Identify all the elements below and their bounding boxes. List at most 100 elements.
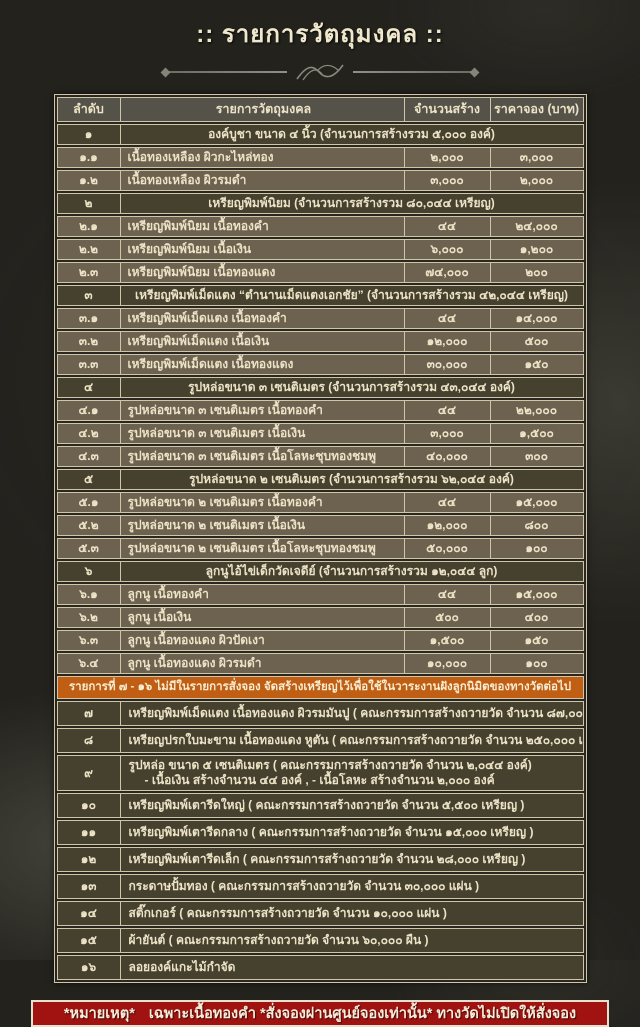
table-row-item: ๔.๒ รูปหล่อขนาด ๓ เซนติเมตร เนื้อเงิน ๓,๐๐…: [56, 423, 584, 444]
info-line-1: เหรียญปรกใบมะขาม เนื้อทองแดง หูตัน ( คณะ…: [128, 733, 583, 747]
item-number-cell: ๕.๒: [78, 518, 99, 532]
item-number-cell: ๔.๓: [78, 449, 99, 463]
item-label-cell: รูปหล่อขนาด ๓ เซนติเมตร เนื้อเงิน: [119, 424, 404, 443]
table-row-info: ๑๒ เหรียญพิมพ์เตารีดเล็ก ( คณะกรรมการสร้า…: [56, 847, 584, 872]
page-title: :: รายการวัตถุมงคล ::: [196, 21, 444, 48]
header-no: ลำดับ: [73, 101, 104, 116]
table-row-item: ๔.๑ รูปหล่อขนาด ๓ เซนติเมตร เนื้อทองคำ ๔๔๒…: [56, 400, 584, 421]
info-line-1: ลอยองค์แกะไม้กำจัด: [128, 960, 236, 974]
item-label-cell: รูปหล่อขนาด ๒ เซนติเมตร เนื้อเงิน: [119, 516, 404, 535]
table-row-group: ๕ รูปหล่อขนาด ๒ เซนติเมตร (จำนวนการสร้างร…: [56, 469, 584, 490]
table-row-info: ๑๐ เหรียญพิมพ์เตารีดใหญ่ ( คณะกรรมการสร้า…: [56, 793, 584, 818]
divider-diamond-right-icon: [469, 67, 480, 77]
item-label-cell: ลูกนู เนื้อทองคำ: [119, 585, 404, 604]
item-number-cell: ๕.๓: [78, 541, 99, 555]
group-label-cell: เหรียญพิมพ์เม็ดแตง “ตำนานเม็ดแตงเอกชัย” …: [119, 286, 583, 305]
quantity-cell: ๔๐,๐๐๐: [403, 447, 490, 466]
info-number-cell: ๙: [84, 765, 93, 780]
table-row-group: ๓ เหรียญพิมพ์เม็ดแตง “ตำนานเม็ดแตงเอกชัย”…: [56, 285, 584, 306]
price-cell: ๑,๒๐๐: [489, 240, 583, 259]
info-number-cell: ๑๓: [80, 879, 97, 893]
table-row-group: ๒ เหรียญพิมพ์นิยม (จำนวนการสร้างรวม ๘๐,๐๔…: [56, 193, 584, 214]
table-row-item: ๒.๒ เหรียญพิมพ์นิยม เนื้อเงิน ๖,๐๐๐ ๑,๒๐๐: [56, 239, 584, 260]
item-label-cell: ลูกนู เนื้อทองแดง ผิวรมดำ: [119, 654, 404, 673]
info-label-cell: เหรียญพิมพ์เตารีดกลาง ( คณะกรรมการสร้างถ…: [119, 821, 583, 844]
quantity-cell: ๓,๐๐๐: [403, 424, 490, 443]
table-row-info: ๙ รูปหล่อ ขนาด ๕ เซนติเมตร ( คณะกรรมการสร…: [56, 755, 584, 791]
quantity-cell: ๑,๕๐๐: [403, 631, 490, 650]
quantity-cell: ๓๐,๐๐๐: [403, 355, 490, 374]
title-divider: [0, 62, 640, 82]
info-label-cell: เหรียญพิมพ์เตารีดเล็ก ( คณะกรรมการสร้างถ…: [119, 848, 583, 871]
group-label-cell: เหรียญพิมพ์นิยม (จำนวนการสร้างรวม ๘๐,๐๔๔…: [119, 194, 583, 213]
table-row-group: ๖ ลูกนูไอ้ไข่เด็กวัดเจดีย์ (จำนวนการสร้าง…: [56, 561, 584, 582]
item-number-cell: ๓.๑: [78, 311, 99, 325]
price-cell: ๑๐๐: [489, 539, 583, 558]
info-label-cell: สติ๊กเกอร์ ( คณะกรรมการสร้างถวายวัด จำนว…: [119, 902, 583, 925]
info-label-cell: รูปหล่อ ขนาด ๕ เซนติเมตร ( คณะกรรมการสร้…: [119, 756, 583, 790]
header-qty: จำนวนสร้าง: [403, 98, 490, 121]
info-label-cell: เหรียญพิมพ์เม็ดแตง เนื้อทองแดง ผิวรมมันป…: [119, 702, 583, 725]
table-row-info: ๑๓ กระดาษปั้มทอง ( คณะกรรมการสร้างถวายวัด…: [56, 874, 584, 899]
divider-line-right: [353, 71, 471, 73]
quantity-cell: ๕๐,๐๐๐: [403, 539, 490, 558]
info-number-cell: ๑๕: [80, 933, 97, 947]
item-label-cell: เหรียญพิมพ์นิยม เนื้อทองคำ: [119, 217, 404, 236]
table-row-item: ๔.๓ รูปหล่อขนาด ๓ เซนติเมตร เนื้อโลหะชุบท…: [56, 446, 584, 467]
info-number-cell: ๑๒: [80, 852, 97, 866]
info-number-cell: ๗: [83, 706, 94, 720]
table-row-item: ๕.๓ รูปหล่อขนาด ๒ เซนติเมตร เนื้อโลหะชุบท…: [56, 538, 584, 559]
info-number-cell: ๑๖: [80, 960, 97, 974]
table-row-item: ๕.๑ รูปหล่อขนาด ๒ เซนติเมตร เนื้อทองคำ ๔๔๑…: [56, 492, 584, 513]
info-line-1: รูปหล่อ ขนาด ๕ เซนติเมตร ( คณะกรรมการสร้…: [128, 758, 532, 772]
price-cell: ๑,๕๐๐: [489, 424, 583, 443]
item-label-cell: รูปหล่อขนาด ๓ เซนติเมตร เนื้อทองคำ: [119, 401, 404, 420]
price-cell: ๘๐๐: [489, 516, 583, 535]
quantity-cell: ๑๒,๐๐๐: [403, 516, 490, 535]
price-cell: ๑๕,๐๐๐: [489, 493, 583, 512]
info-line-1: เหรียญพิมพ์เตารีดเล็ก ( คณะกรรมการสร้างถ…: [128, 852, 526, 866]
item-number-cell: ๖.๒: [79, 610, 98, 624]
divider-line-left: [169, 71, 287, 73]
quantity-cell: ๑๐,๐๐๐: [403, 654, 490, 673]
group-number-cell: ๕: [83, 472, 94, 486]
group-number-cell: ๒: [84, 196, 93, 210]
note-band-cell: รายการที่ ๗ - ๑๖ ไม่มีในรายการสั่งจอง จั…: [68, 681, 572, 694]
table-row-info: ๑๑ เหรียญพิมพ์เตารีดกลาง ( คณะกรรมการสร้า…: [56, 820, 584, 845]
table-row-item: ๒.๑ เหรียญพิมพ์นิยม เนื้อทองคำ ๔๔ ๒๔,๐๐๐: [56, 216, 584, 237]
item-number-cell: ๖.๓: [78, 633, 99, 647]
item-number-cell: ๔.๑: [78, 403, 99, 417]
price-cell: ๑๔,๐๐๐: [489, 309, 583, 328]
item-label-cell: รูปหล่อขนาด ๒ เซนติเมตร เนื้อโลหะชุบทองช…: [119, 539, 404, 558]
item-number-cell: ๒.๑: [79, 219, 98, 233]
item-label-cell: เหรียญพิมพ์เม็ดแตง เนื้อเงิน: [119, 332, 404, 351]
table-row-item: ๓.๒ เหรียญพิมพ์เม็ดแตง เนื้อเงิน ๑๒,๐๐๐ ๕๐๐: [56, 331, 584, 352]
table-row-band: รายการที่ ๗ - ๑๖ ไม่มีในรายการสั่งจอง จั…: [56, 676, 584, 699]
table-row-item: ๓.๑ เหรียญพิมพ์เม็ดแตง เนื้อทองคำ ๔๔ ๑๔,๐๐๐: [56, 308, 584, 329]
item-label-cell: ลูกนู เนื้อเงิน: [119, 608, 404, 627]
price-cell: ๓๐๐: [489, 447, 583, 466]
price-cell: ๒๔,๐๐๐: [489, 217, 583, 236]
info-label-cell: เหรียญพิมพ์เตารีดใหญ่ ( คณะกรรมการสร้างถ…: [119, 794, 583, 817]
quantity-cell: ๑๒,๐๐๐: [403, 332, 490, 351]
price-cell: ๑๕๐: [489, 355, 583, 374]
info-line-1: เหรียญพิมพ์เตารีดใหญ่ ( คณะกรรมการสร้างถ…: [128, 798, 525, 812]
info-number-cell: ๑๑: [80, 825, 97, 839]
table-row-item: ๒.๓ เหรียญพิมพ์นิยม เนื้อทองแดง ๗๔,๐๐๐ ๒๐๐: [56, 262, 584, 283]
price-cell: ๔๐๐: [489, 608, 583, 627]
item-number-cell: ๑.๒: [79, 173, 98, 187]
info-line-1: สติ๊กเกอร์ ( คณะกรรมการสร้างถวายวัด จำนว…: [128, 906, 447, 920]
quantity-cell: ๕๐๐: [403, 608, 490, 627]
header-item: รายการวัตถุมงคล: [119, 98, 404, 121]
info-label-cell: ลอยองค์แกะไม้กำจัด: [119, 956, 583, 979]
info-number-cell: ๑๐: [81, 798, 96, 812]
table-row-item: ๕.๒ รูปหล่อขนาด ๒ เซนติเมตร เนื้อเงิน ๑๒,๐…: [56, 515, 584, 536]
item-number-cell: ๕.๑: [78, 495, 99, 509]
info-line-1: ผ้ายันต์ ( คณะกรรมการสร้างถวายวัด จำนวน …: [128, 933, 429, 947]
quantity-cell: ๗๔,๐๐๐: [403, 263, 490, 282]
table-row-group: ๑ องค์บูชา ขนาด ๔ นิ้ว (จำนวนการสร้างรวม …: [56, 124, 584, 145]
footer-note-text: เฉพาะเนื้อทองคำ *สั่งจองผ่านศูนย์จองเท่า…: [148, 1006, 577, 1022]
divider-flourish-icon: [293, 62, 347, 82]
table-row-item: ๖.๒ ลูกนู เนื้อเงิน ๕๐๐ ๔๐๐: [56, 607, 584, 628]
group-label-cell: ลูกนูไอ้ไข่เด็กวัดเจดีย์ (จำนวนการสร้างร…: [119, 562, 583, 581]
